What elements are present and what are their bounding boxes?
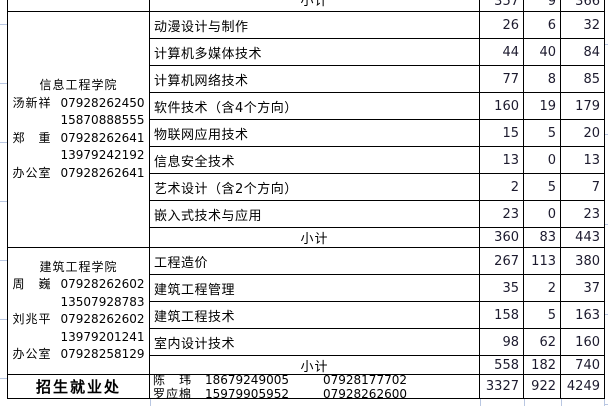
value-cell: 5	[524, 174, 561, 201]
subtotal-v1: 558	[480, 356, 524, 375]
gridline-below	[480, 399, 481, 406]
program-name-cell: 软件技术（含4个方向）	[150, 93, 480, 120]
program-name-cell: 计算机网络技术	[150, 66, 480, 93]
grand-total-v1: 3327	[480, 375, 524, 399]
cutoff-college-cell	[8, 0, 150, 12]
college-name: 建筑工程学院	[39, 259, 118, 274]
subtotal-label: 小计	[150, 356, 480, 375]
value-cell: 2	[524, 275, 561, 302]
value-cell: 98	[480, 329, 524, 356]
value-cell: 6	[524, 12, 561, 39]
value-cell: 20	[561, 120, 604, 147]
value-cell: 23	[561, 201, 604, 228]
value-cell: 179	[561, 93, 604, 120]
value-cell: 160	[480, 93, 524, 120]
grand-total-v3: 4249	[561, 375, 604, 399]
program-name-cell: 信息安全技术	[150, 147, 480, 174]
gridline-below	[604, 399, 605, 406]
subtotal-v3: 740	[561, 356, 604, 375]
value-cell: 5	[524, 120, 561, 147]
contact-line: 办公室 07928258129	[12, 347, 145, 361]
subtotal-v2: 182	[524, 356, 561, 375]
gridline-below	[150, 399, 151, 406]
program-name-cell: 工程造价	[150, 248, 480, 275]
admissions-contacts-cell: 陈 玮 18679249005 07928177702 罗应棉 15979905952…	[150, 375, 480, 399]
value-cell: 0	[524, 201, 561, 228]
value-cell: 62	[524, 329, 561, 356]
contact-line: 办公室 07928262641	[12, 165, 145, 180]
contact-line: 13979201241	[60, 329, 145, 344]
contact-line: 13507928783	[60, 294, 145, 309]
value-cell: 35	[480, 275, 524, 302]
contact-line: 周 巍 07928262602	[12, 277, 145, 291]
program-name-cell: 动漫设计与制作	[150, 12, 480, 39]
gridline-below	[561, 399, 562, 406]
left-cutoff-gridlines	[0, 0, 7, 406]
value-cell: 13	[480, 147, 524, 174]
college-contact-block: 周 巍 07928262602 13507928783 刘兆平 0792826260…	[13, 276, 145, 364]
value-cell: 2	[480, 174, 524, 201]
contact-line: 罗应棉 15979905952 07928262600	[153, 386, 407, 399]
program-name-cell: 建筑工程管理	[150, 275, 480, 302]
cutoff-subtotal-v2: 9	[524, 0, 561, 12]
program-name-cell: 嵌入式技术与应用	[150, 201, 480, 228]
value-cell: 44	[480, 39, 524, 66]
value-cell: 40	[524, 39, 561, 66]
value-cell: 26	[480, 12, 524, 39]
college-contact-block: 汤新祥 07928262450 15870888555 郑 重 0792826264…	[13, 95, 145, 183]
admissions-office-cell: 招生就业处	[8, 375, 150, 399]
program-name-cell: 艺术设计（含2个方向）	[150, 174, 480, 201]
value-cell: 8	[524, 66, 561, 93]
value-cell: 160	[561, 329, 604, 356]
subtotal-v3: 443	[561, 228, 604, 248]
program-name-cell: 室内设计技术	[150, 329, 480, 356]
contact-line: 陈 玮 18679249005 07928177702	[153, 375, 407, 387]
value-cell: 267	[480, 248, 524, 275]
value-cell: 23	[480, 201, 524, 228]
program-name-cell: 物联网应用技术	[150, 120, 480, 147]
cutoff-subtotal-v3: 366	[561, 0, 604, 12]
program-name-cell: 建筑工程技术	[150, 302, 480, 329]
value-cell: 85	[561, 66, 604, 93]
contact-line: 刘兆平 07928262602	[12, 312, 145, 326]
cutoff-subtotal-label: 小计	[150, 0, 480, 12]
value-cell: 77	[480, 66, 524, 93]
value-cell: 15	[480, 120, 524, 147]
value-cell: 380	[561, 248, 604, 275]
value-cell: 0	[524, 147, 561, 174]
value-cell: 32	[561, 12, 604, 39]
program-name-cell: 计算机多媒体技术	[150, 39, 480, 66]
contact-line: 15870888555	[60, 113, 145, 127]
value-cell: 7	[561, 174, 604, 201]
subtotal-v2: 83	[524, 228, 561, 248]
gridline-below	[524, 399, 525, 406]
value-cell: 19	[524, 93, 561, 120]
subtotal-v1: 360	[480, 228, 524, 248]
enrollment-table: 小计 357 9 366 信息工程学院 汤新祥 07928262450 15870…	[7, 0, 605, 399]
contact-line: 汤新祥 07928262450	[12, 95, 145, 110]
value-cell: 5	[524, 302, 561, 329]
value-cell: 84	[561, 39, 604, 66]
value-cell: 163	[561, 302, 604, 329]
cutoff-subtotal-v1: 357	[480, 0, 524, 12]
subtotal-label: 小计	[150, 228, 480, 248]
value-cell: 13	[561, 147, 604, 174]
college-cell-information-engineering: 信息工程学院 汤新祥 07928262450 15870888555 郑 重 079…	[8, 12, 150, 248]
contact-line: 13979242192	[60, 148, 145, 162]
value-cell: 113	[524, 248, 561, 275]
right-cutoff-gridlines	[605, 0, 608, 406]
contact-line: 郑 重 07928262641	[12, 130, 145, 145]
grand-total-v2: 922	[524, 375, 561, 399]
value-cell: 158	[480, 302, 524, 329]
college-cell-architectural-engineering: 建筑工程学院 周 巍 07928262602 13507928783 刘兆平 079…	[8, 248, 150, 375]
value-cell: 37	[561, 275, 604, 302]
college-name: 信息工程学院	[39, 78, 118, 92]
